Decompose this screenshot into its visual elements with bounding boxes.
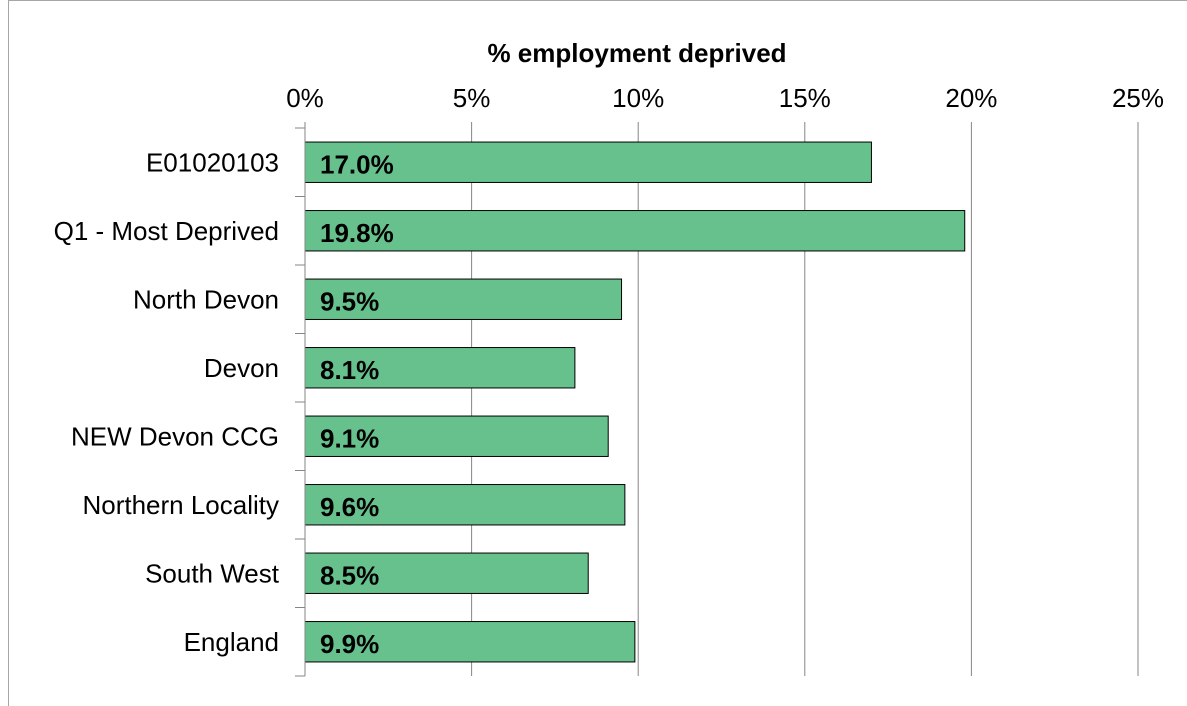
data-label: 8.1% xyxy=(320,355,379,385)
data-label: 8.5% xyxy=(320,560,379,590)
category-label: South West xyxy=(145,558,280,588)
x-tick-label: 25% xyxy=(1112,83,1164,113)
category-labels: E01020103 Q1 - Most Deprived North Devon De… xyxy=(54,147,280,657)
x-tick-label: 0% xyxy=(286,83,324,113)
bars xyxy=(305,142,965,662)
axis-title: % employment deprived xyxy=(487,38,786,68)
data-label: 9.9% xyxy=(320,629,379,659)
x-tick-labels: 0% 5% 10% 15% 20% 25% xyxy=(286,83,1164,113)
category-label: Q1 - Most Deprived xyxy=(54,216,279,246)
x-tick-label: 5% xyxy=(453,83,491,113)
category-label: E01020103 xyxy=(146,147,279,177)
x-tick-label: 10% xyxy=(612,83,664,113)
data-label: 17.0% xyxy=(320,149,394,179)
category-label: England xyxy=(184,627,279,657)
x-tick-label: 15% xyxy=(779,83,831,113)
bar xyxy=(305,211,965,251)
category-label: Devon xyxy=(204,353,279,383)
data-label: 9.1% xyxy=(320,423,379,453)
x-tick-label: 20% xyxy=(945,83,997,113)
category-label: Northern Locality xyxy=(82,490,279,520)
category-label: NEW Devon CCG xyxy=(71,421,279,451)
category-label: North Devon xyxy=(133,284,279,314)
data-label: 19.8% xyxy=(320,218,394,248)
data-label: 9.5% xyxy=(320,286,379,316)
data-label: 9.6% xyxy=(320,492,379,522)
